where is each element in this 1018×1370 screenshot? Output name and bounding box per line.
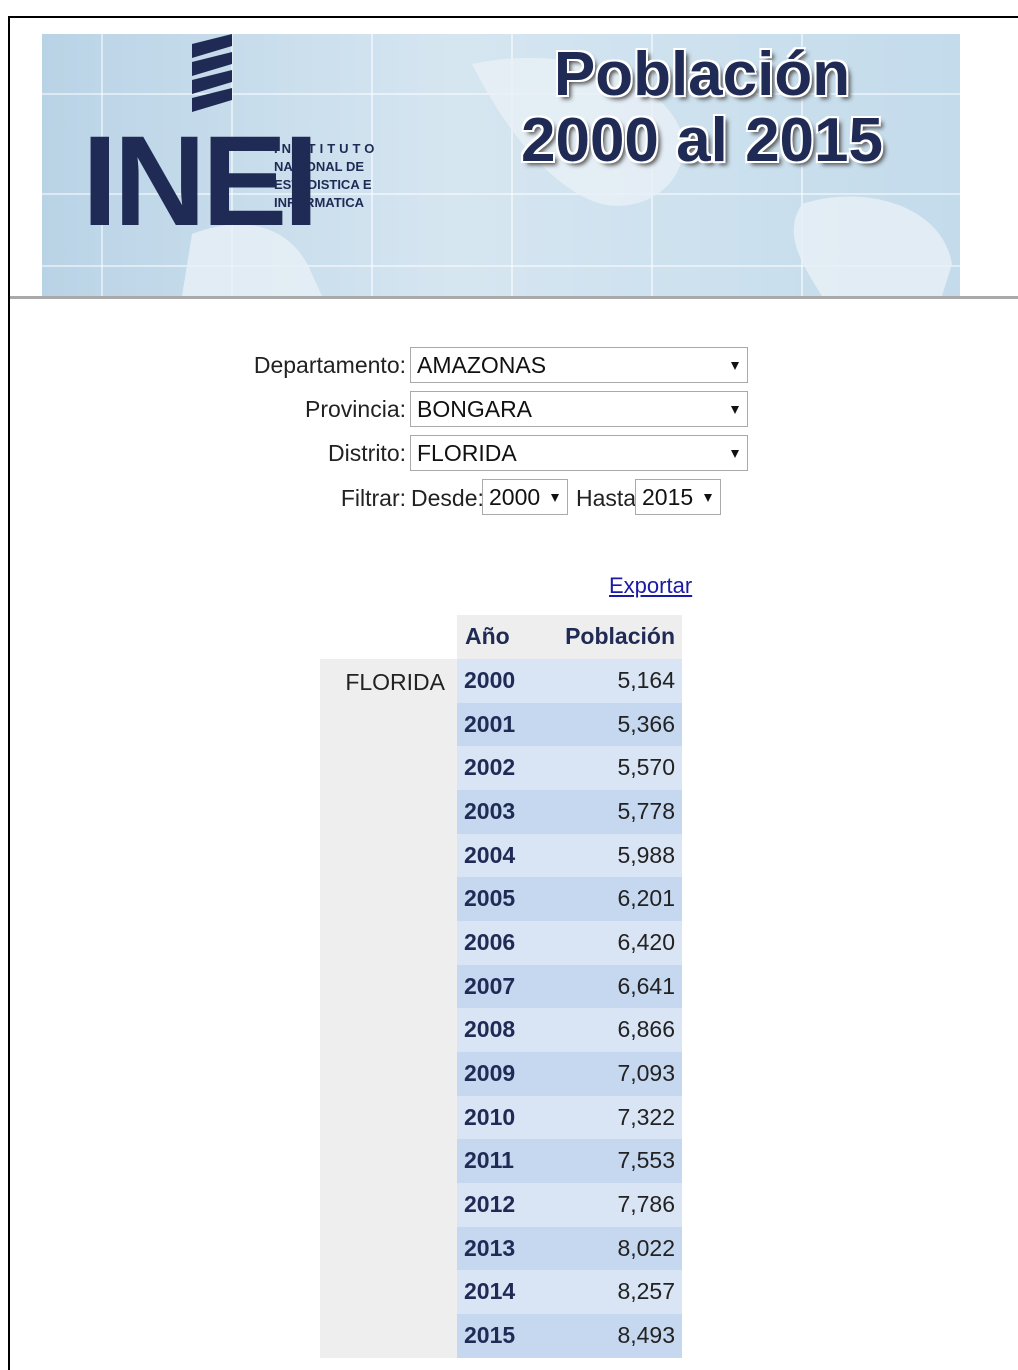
population-cell: 5,164 [540, 659, 682, 703]
population-cell: 8,493 [540, 1314, 682, 1358]
label: Filtrar: [340, 485, 406, 511]
district-cell: FLORIDA [320, 659, 457, 1358]
year-cell: 2013 [457, 1226, 540, 1271]
dropdown-arrow [731, 362, 739, 370]
label: Hasta [576, 485, 637, 511]
year-cell: 2011 [457, 1139, 540, 1184]
title-line: 2000 al 2015 [520, 106, 883, 175]
select-hasta[interactable]: 2015 [635, 479, 721, 515]
population-cell: 8,257 [540, 1270, 682, 1315]
export-link[interactable]: Exportar [609, 573, 693, 598]
population-cell: 7,322 [540, 1095, 682, 1140]
select-provincia[interactable]: BONGARA [410, 391, 748, 427]
population-cell: 6,201 [540, 877, 682, 921]
year-cell: 2015 [457, 1314, 540, 1358]
year-cell: 2005 [457, 877, 540, 921]
population-cell: 7,553 [540, 1139, 682, 1184]
header-cell: Población [540, 615, 682, 659]
label: Provincia: [305, 396, 406, 422]
year-cell: 2002 [457, 746, 540, 790]
population-cell: 5,988 [540, 833, 682, 878]
population-cell: 5,366 [540, 702, 682, 747]
population-cell: 6,866 [540, 1008, 682, 1053]
year-cell: 2006 [457, 921, 540, 965]
select-value: 2000 [489, 484, 541, 510]
year-cell: 2003 [457, 790, 540, 834]
population-cell: 6,420 [540, 921, 682, 965]
select-desde[interactable]: 2000 [482, 479, 568, 515]
institute-line: NACIONAL DE [274, 159, 365, 174]
year-cell: 2014 [457, 1270, 540, 1315]
dropdown-arrow [731, 406, 739, 414]
year-cell: 2009 [457, 1052, 540, 1096]
year-cell: 2004 [457, 833, 540, 878]
map-background [42, 34, 960, 296]
select-distrito[interactable]: FLORIDA [410, 435, 748, 471]
banner: INEI INSTITUTO NACIONAL DE ESTADISTICA E… [42, 34, 960, 296]
year-cell: 2012 [457, 1183, 540, 1227]
select-value: BONGARA [417, 396, 533, 422]
select-value: 2015 [642, 484, 694, 510]
page-title: Población 2000 al 2015 [502, 42, 902, 174]
header-cell: Año [457, 615, 540, 659]
year-cell: 2001 [457, 702, 540, 747]
year-cell: 2008 [457, 1008, 540, 1053]
year-cell: 2000 [457, 659, 540, 703]
select-value: AMAZONAS [417, 352, 547, 378]
population-cell: 6,641 [540, 964, 682, 1009]
population-cell: 5,570 [540, 746, 682, 790]
population-cell: 7,786 [540, 1183, 682, 1227]
year-cell: 2007 [457, 964, 540, 1009]
label: Departamento: [253, 352, 406, 378]
divider [10, 296, 1018, 299]
window-frame [8, 16, 1018, 1370]
select-value: FLORIDA [417, 440, 517, 466]
population-cell: 7,093 [540, 1052, 682, 1096]
dropdown-arrow [704, 494, 712, 502]
institute-line: INSTITUTO [274, 141, 379, 156]
label: Distrito: [328, 440, 406, 466]
population-cell: 5,778 [540, 790, 682, 834]
institute-line: ESTADISTICA E [274, 177, 372, 192]
logo: INEI [82, 110, 319, 253]
institute-line: INFORMATICA [274, 195, 365, 210]
label: Desde: [411, 485, 484, 511]
population-cell: 8,022 [540, 1226, 682, 1271]
title-line: Población [553, 40, 851, 109]
institute-name: INSTITUTO NACIONAL DE ESTADISTICA E INFO… [274, 140, 378, 212]
select-departamento[interactable]: AMAZONAS [410, 347, 748, 383]
dropdown-arrow [731, 450, 739, 458]
year-cell: 2010 [457, 1095, 540, 1140]
dropdown-arrow [551, 494, 559, 502]
